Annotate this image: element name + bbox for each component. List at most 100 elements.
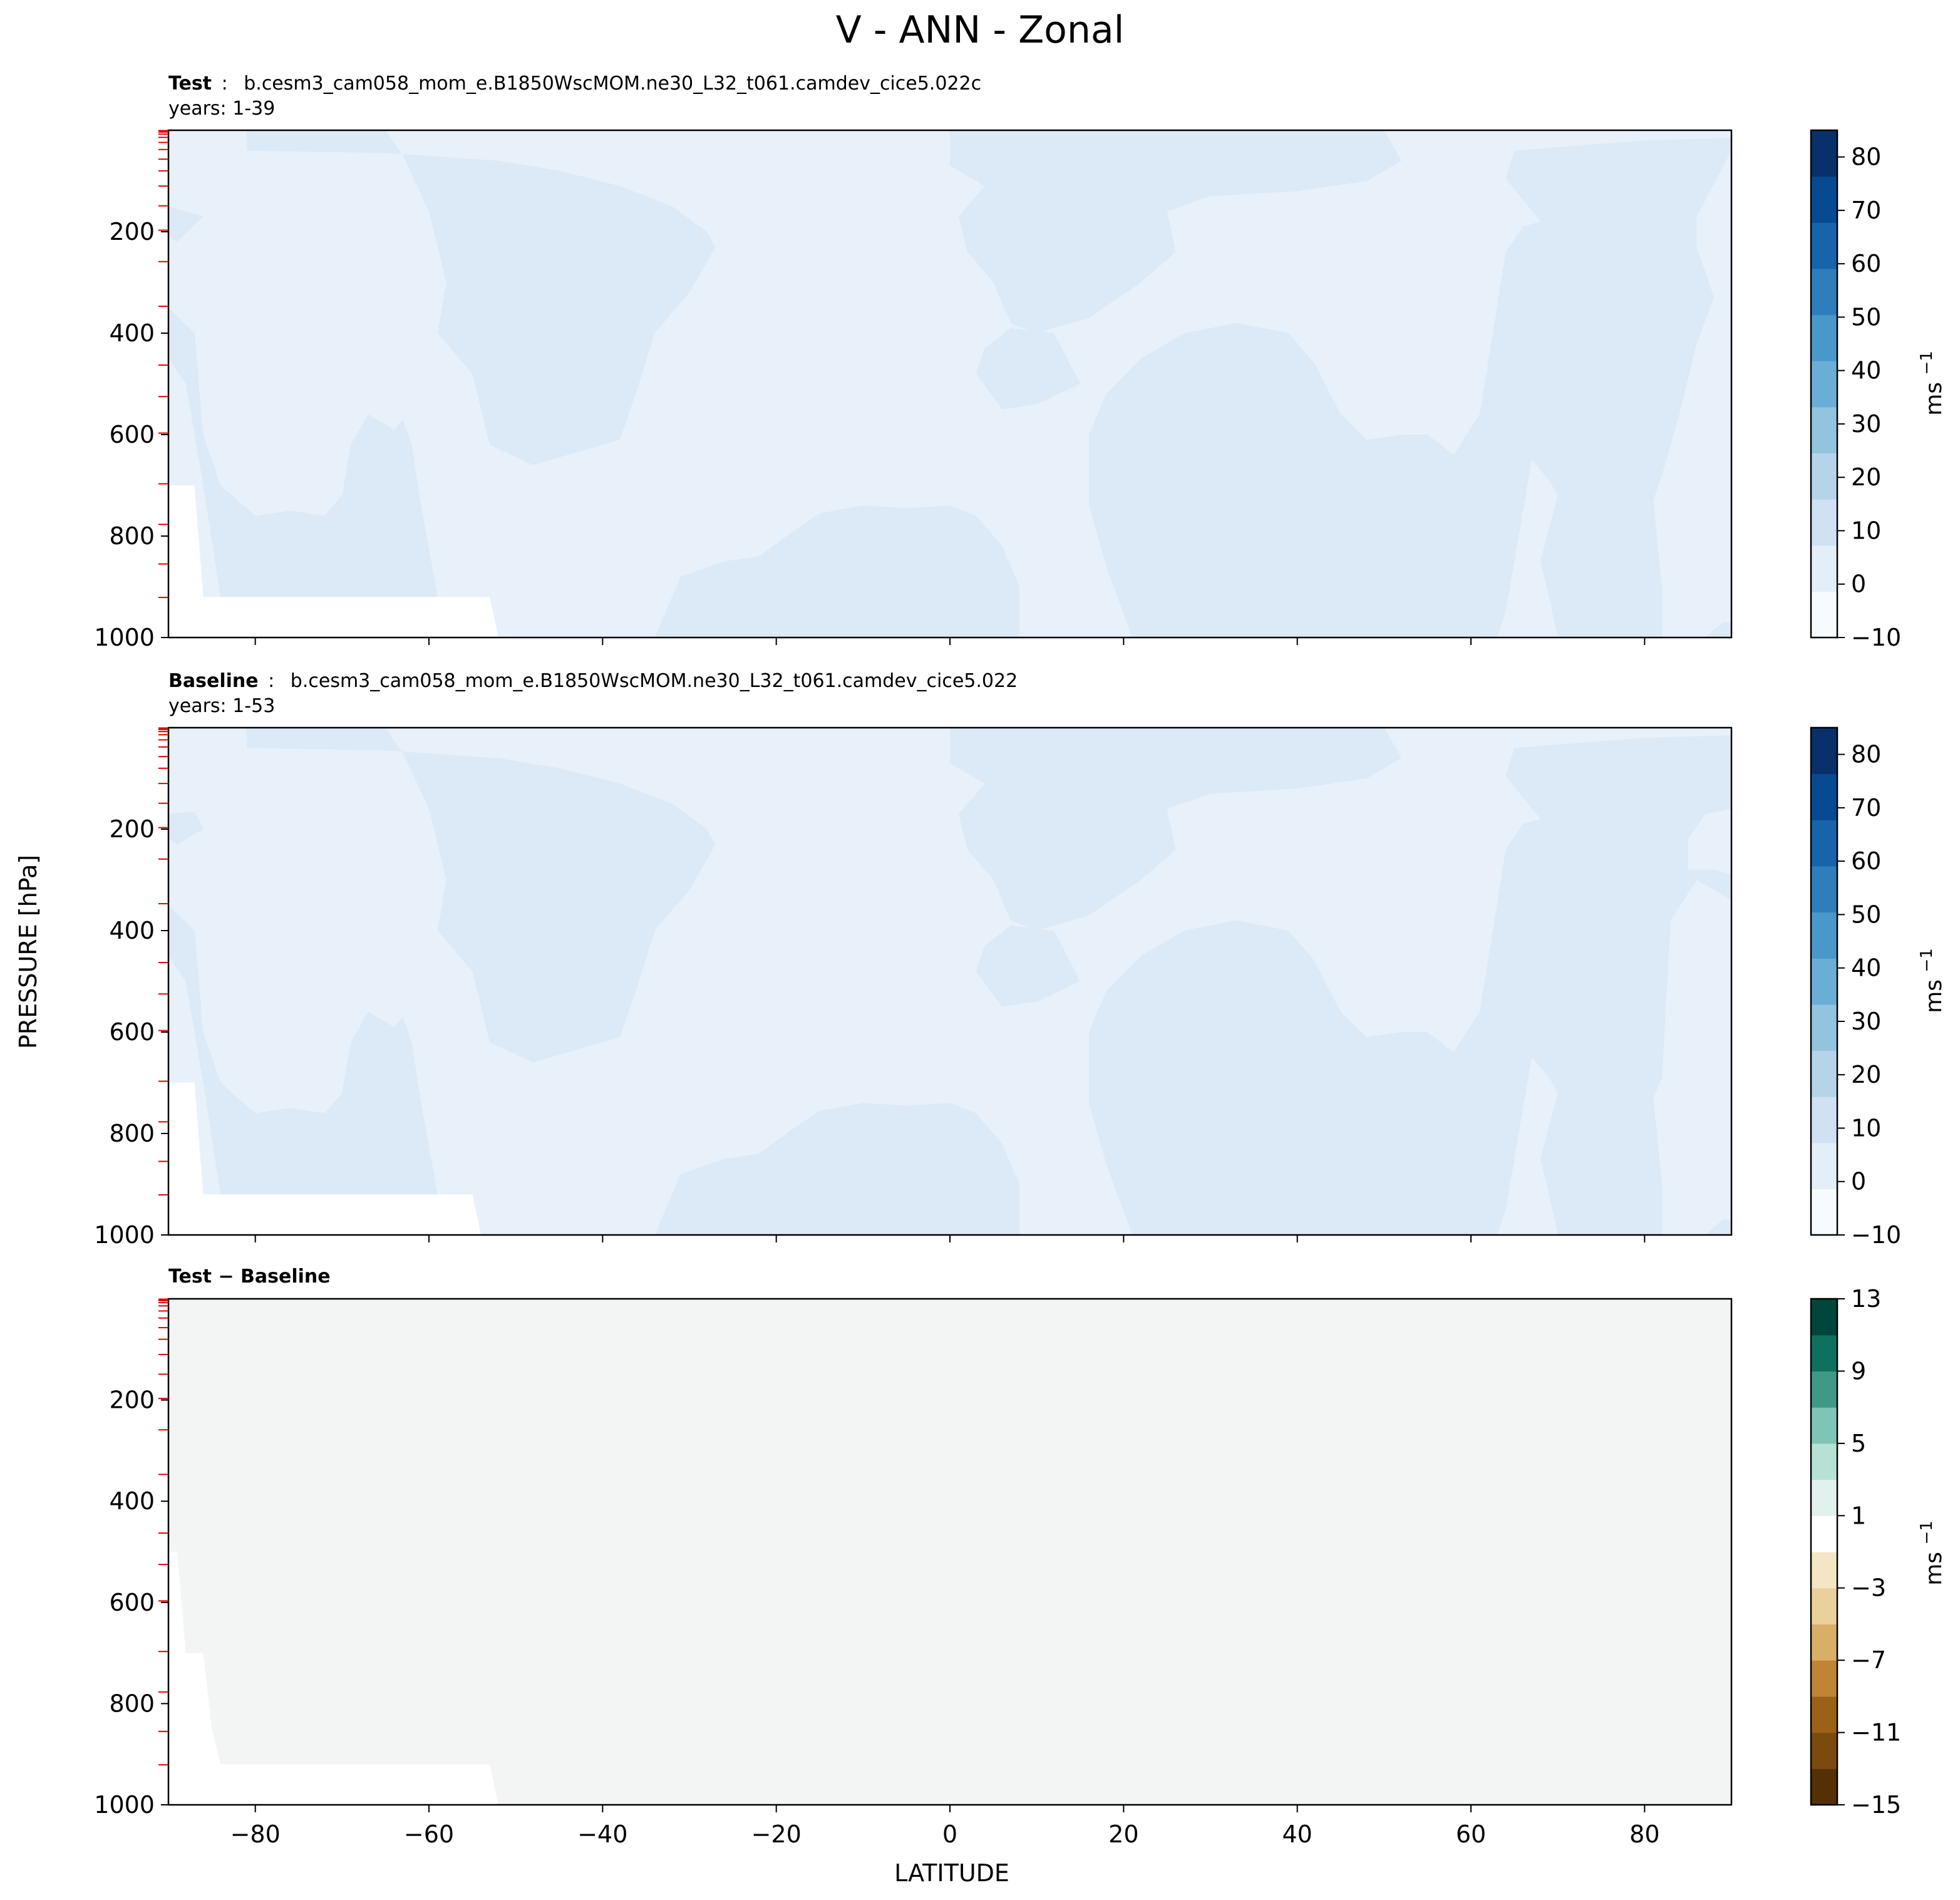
colorbar-swatch — [1811, 1097, 1837, 1144]
y-tick-label: 200 — [109, 218, 155, 245]
panel-baseline-colorbar: −10 0 10 20 30 40 50 60 70 80 — [1810, 726, 1901, 1249]
panel-test-header-label: Test — [168, 73, 212, 95]
panel-difference-colorbar-unit: ms −1 — [1917, 1521, 1947, 1586]
colorbar-tick-label: −10 — [1851, 624, 1901, 651]
colorbar-swatch — [1811, 820, 1837, 867]
y-tick-label: 400 — [109, 917, 155, 944]
panel-test-colorbar-unit: ms −1 — [1917, 351, 1947, 416]
y-tick-label: 600 — [109, 1018, 155, 1046]
y-tick-label: 400 — [109, 319, 155, 347]
colorbar-swatch — [1811, 865, 1837, 913]
panel-difference-colorbar-unit-exp: −1 — [1917, 1521, 1936, 1544]
contour-region — [168, 811, 204, 845]
colorbar-frame — [1810, 726, 1839, 1236]
colorbar-tick-label: −3 — [1851, 1574, 1886, 1602]
y-tick-label: 800 — [109, 1690, 155, 1717]
y-tick-label: 1000 — [94, 624, 155, 651]
colorbar-swatch — [1811, 1696, 1837, 1733]
x-tick-label: −80 — [230, 1820, 281, 1848]
panel-test-colorbar-unit-base: ms — [1921, 382, 1947, 416]
panel-test-header: Test : b.cesm3_cam058_mom_e.B1850WscMOM.… — [168, 73, 981, 95]
panel-test-colorbar-unit-exp: −1 — [1917, 351, 1936, 374]
panel-test-colorbar: −10 0 10 20 30 40 50 60 70 80 — [1810, 129, 1901, 651]
colorbar-swatch — [1811, 1299, 1837, 1336]
panel-baseline-colorbar-unit-base: ms — [1921, 979, 1947, 1013]
panel-test-plot: 200 400 600 800 1000 — [94, 129, 1733, 651]
contour-region — [950, 130, 1402, 333]
colorbar-tick-label: 50 — [1851, 303, 1881, 331]
colorbar-tick-label: 70 — [1851, 197, 1881, 224]
contour-region — [654, 1103, 1019, 1235]
plot-background — [168, 1299, 1731, 1805]
colorbar-swatch — [1811, 728, 1837, 775]
y-tick-label: 800 — [109, 522, 155, 550]
y-axis-label: PRESSURE [hPa] — [14, 855, 42, 1049]
missing-data-region — [168, 1083, 482, 1235]
x-tick-label: −20 — [751, 1820, 802, 1848]
panel-test-years: years: 1-39 — [168, 98, 275, 120]
colorbar-swatch — [1811, 1335, 1837, 1372]
panel-baseline-header-case: b.cesm3_cam058_mom_e.B1850WscMOM.ne30_L3… — [291, 670, 1018, 692]
panel-baseline-header-sep: : — [268, 670, 274, 692]
colorbar-swatch — [1811, 130, 1837, 177]
colorbar-tick-label: 0 — [1851, 1168, 1866, 1195]
colorbar-tick-label: 0 — [1851, 571, 1866, 598]
colorbar-swatch — [1811, 958, 1837, 1005]
panel-baseline: Baseline : b.cesm3_cam058_mom_e.B1850Wsc… — [94, 670, 1947, 1249]
y-tick-label: 600 — [109, 1589, 155, 1616]
colorbar-swatch — [1811, 268, 1837, 316]
x-tick-label: 40 — [1282, 1820, 1312, 1848]
colorbar-swatch — [1811, 1624, 1837, 1661]
contour-region — [1705, 622, 1731, 638]
colorbar-tick-label: 9 — [1851, 1357, 1866, 1385]
colorbar-tick-label: −10 — [1851, 1221, 1901, 1249]
colorbar-tick-label: −11 — [1851, 1719, 1901, 1747]
contour-region — [168, 307, 438, 597]
panel-baseline-colorbar-unit-exp: −1 — [1917, 948, 1936, 972]
colorbar-swatch — [1811, 1552, 1837, 1589]
colorbar-tick-label: 60 — [1851, 847, 1881, 875]
colorbar-swatch — [1811, 314, 1837, 361]
y-tick-label: 400 — [109, 1487, 155, 1515]
colorbar-swatch — [1811, 406, 1837, 454]
missing-data-region — [168, 485, 498, 638]
figure-title: V - ANN - Zonal — [836, 8, 1125, 52]
colorbar-frame — [1810, 129, 1839, 639]
contour-region — [654, 505, 1019, 638]
colorbar-swatch — [1811, 1479, 1837, 1516]
contour-region — [1705, 1219, 1731, 1235]
panel-difference-colorbar-unit-base: ms — [1921, 1552, 1947, 1586]
panel-test-header-sep: : — [222, 73, 228, 95]
panel-difference-plot: 200 400 600 800 1000 −80 −60 −40 −20 0 20 40 60 80 — [94, 1298, 1733, 1848]
panel-difference-header-label: Test − Baseline — [168, 1266, 331, 1288]
colorbar-tick-label: −7 — [1851, 1646, 1886, 1674]
panel-test-header-case: b.cesm3_cam058_mom_e.B1850WscMOM.ne30_L3… — [244, 73, 981, 95]
colorbar-swatch — [1811, 912, 1837, 959]
colorbar-tick-label: −15 — [1851, 1791, 1901, 1819]
contour-region — [976, 925, 1080, 1007]
colorbar-frame — [1810, 1298, 1839, 1806]
colorbar-tick-label: 50 — [1851, 901, 1881, 928]
y-tick-label: 1000 — [94, 1791, 155, 1819]
panel-baseline-years: years: 1-53 — [168, 695, 275, 717]
colorbar-swatch — [1811, 222, 1837, 269]
x-tick-label: −40 — [577, 1820, 627, 1848]
colorbar-swatch — [1811, 591, 1837, 638]
panel-baseline-header: Baseline : b.cesm3_cam058_mom_e.B1850Wsc… — [168, 670, 1018, 692]
colorbar-swatch — [1811, 1732, 1837, 1769]
colorbar-tick-label: 30 — [1851, 410, 1881, 438]
colorbar-swatch — [1811, 1443, 1837, 1480]
x-tick-label: 0 — [942, 1820, 957, 1848]
colorbar-tick-label: 40 — [1851, 357, 1881, 385]
panel-baseline-colorbar-unit: ms −1 — [1917, 948, 1947, 1013]
contour-region — [246, 130, 716, 465]
y-tick-label: 1000 — [94, 1221, 155, 1249]
colorbar-swatch — [1811, 773, 1837, 820]
colorbar-swatch — [1811, 453, 1837, 500]
x-tick-label: 60 — [1456, 1820, 1486, 1848]
panel-baseline-plot: 200 400 600 800 1000 — [94, 726, 1733, 1249]
contour-region — [1088, 735, 1731, 1235]
x-tick-label: 20 — [1108, 1820, 1138, 1848]
colorbar-swatch — [1811, 1142, 1837, 1189]
colorbar-swatch — [1811, 1588, 1837, 1625]
